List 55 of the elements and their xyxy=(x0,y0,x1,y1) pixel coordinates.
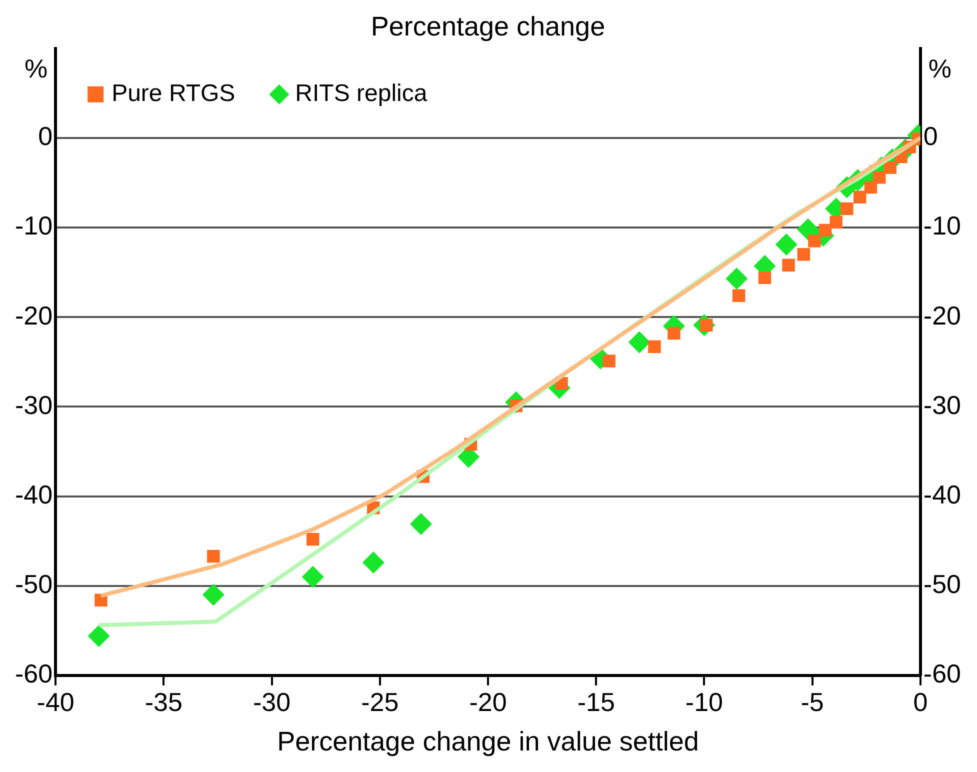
y-tick-label: -10 xyxy=(15,210,53,241)
y-axis-title: % xyxy=(24,54,48,84)
point xyxy=(668,326,680,340)
point xyxy=(202,584,224,606)
y-tick-label: -20 xyxy=(15,300,53,330)
point xyxy=(782,258,795,272)
point xyxy=(775,234,798,256)
y2-tick-label: -60 xyxy=(923,658,961,689)
y2-axis-title: % xyxy=(928,54,952,84)
point xyxy=(797,248,810,261)
point xyxy=(732,289,746,302)
point xyxy=(88,624,110,647)
x-tick-label: -10 xyxy=(685,687,723,718)
y-tick-label: 0 xyxy=(38,121,53,152)
point xyxy=(648,340,661,354)
y-tick-label: -60 xyxy=(15,658,53,689)
x-tick-label: -5 xyxy=(800,687,824,718)
chart-title: Percentage change xyxy=(370,12,606,42)
y2-tick-label: -10 xyxy=(923,210,961,241)
point xyxy=(410,513,432,536)
y-tick-label: -30 xyxy=(15,390,53,420)
point xyxy=(854,190,866,204)
y2-tick-label: -20 xyxy=(923,300,961,330)
point xyxy=(818,224,832,237)
point xyxy=(872,171,886,184)
point xyxy=(602,354,616,368)
y-tick-label: -50 xyxy=(15,569,53,599)
legend-label: RITS replica xyxy=(295,80,428,108)
point xyxy=(628,331,650,354)
point xyxy=(840,202,854,216)
point xyxy=(808,234,821,248)
point xyxy=(830,216,842,229)
x-tick-label: -35 xyxy=(144,687,182,718)
legend-label: Pure RTGS xyxy=(112,80,236,108)
x-axis-title: Percentage change in value settled xyxy=(277,726,699,756)
x-tick-label: -20 xyxy=(469,687,507,718)
x-tick-label: -25 xyxy=(361,687,399,718)
y2-tick-label: -40 xyxy=(923,479,961,510)
point xyxy=(306,532,320,546)
point xyxy=(302,566,324,588)
point xyxy=(362,552,384,574)
y2-tick-label: -50 xyxy=(923,569,961,599)
y2-tick-label: -30 xyxy=(923,390,961,420)
x-tick-label: -40 xyxy=(36,687,74,718)
point xyxy=(884,161,897,174)
y-tick-label: -40 xyxy=(15,479,53,510)
point xyxy=(864,180,878,194)
y2-tick-label: 0 xyxy=(923,121,938,152)
x-tick-label: 0 xyxy=(913,687,928,718)
point xyxy=(758,271,772,284)
x-tick-label: -15 xyxy=(577,687,615,718)
point xyxy=(207,550,220,563)
x-tick-label: -30 xyxy=(253,687,291,718)
point xyxy=(796,218,819,240)
point xyxy=(726,268,748,290)
